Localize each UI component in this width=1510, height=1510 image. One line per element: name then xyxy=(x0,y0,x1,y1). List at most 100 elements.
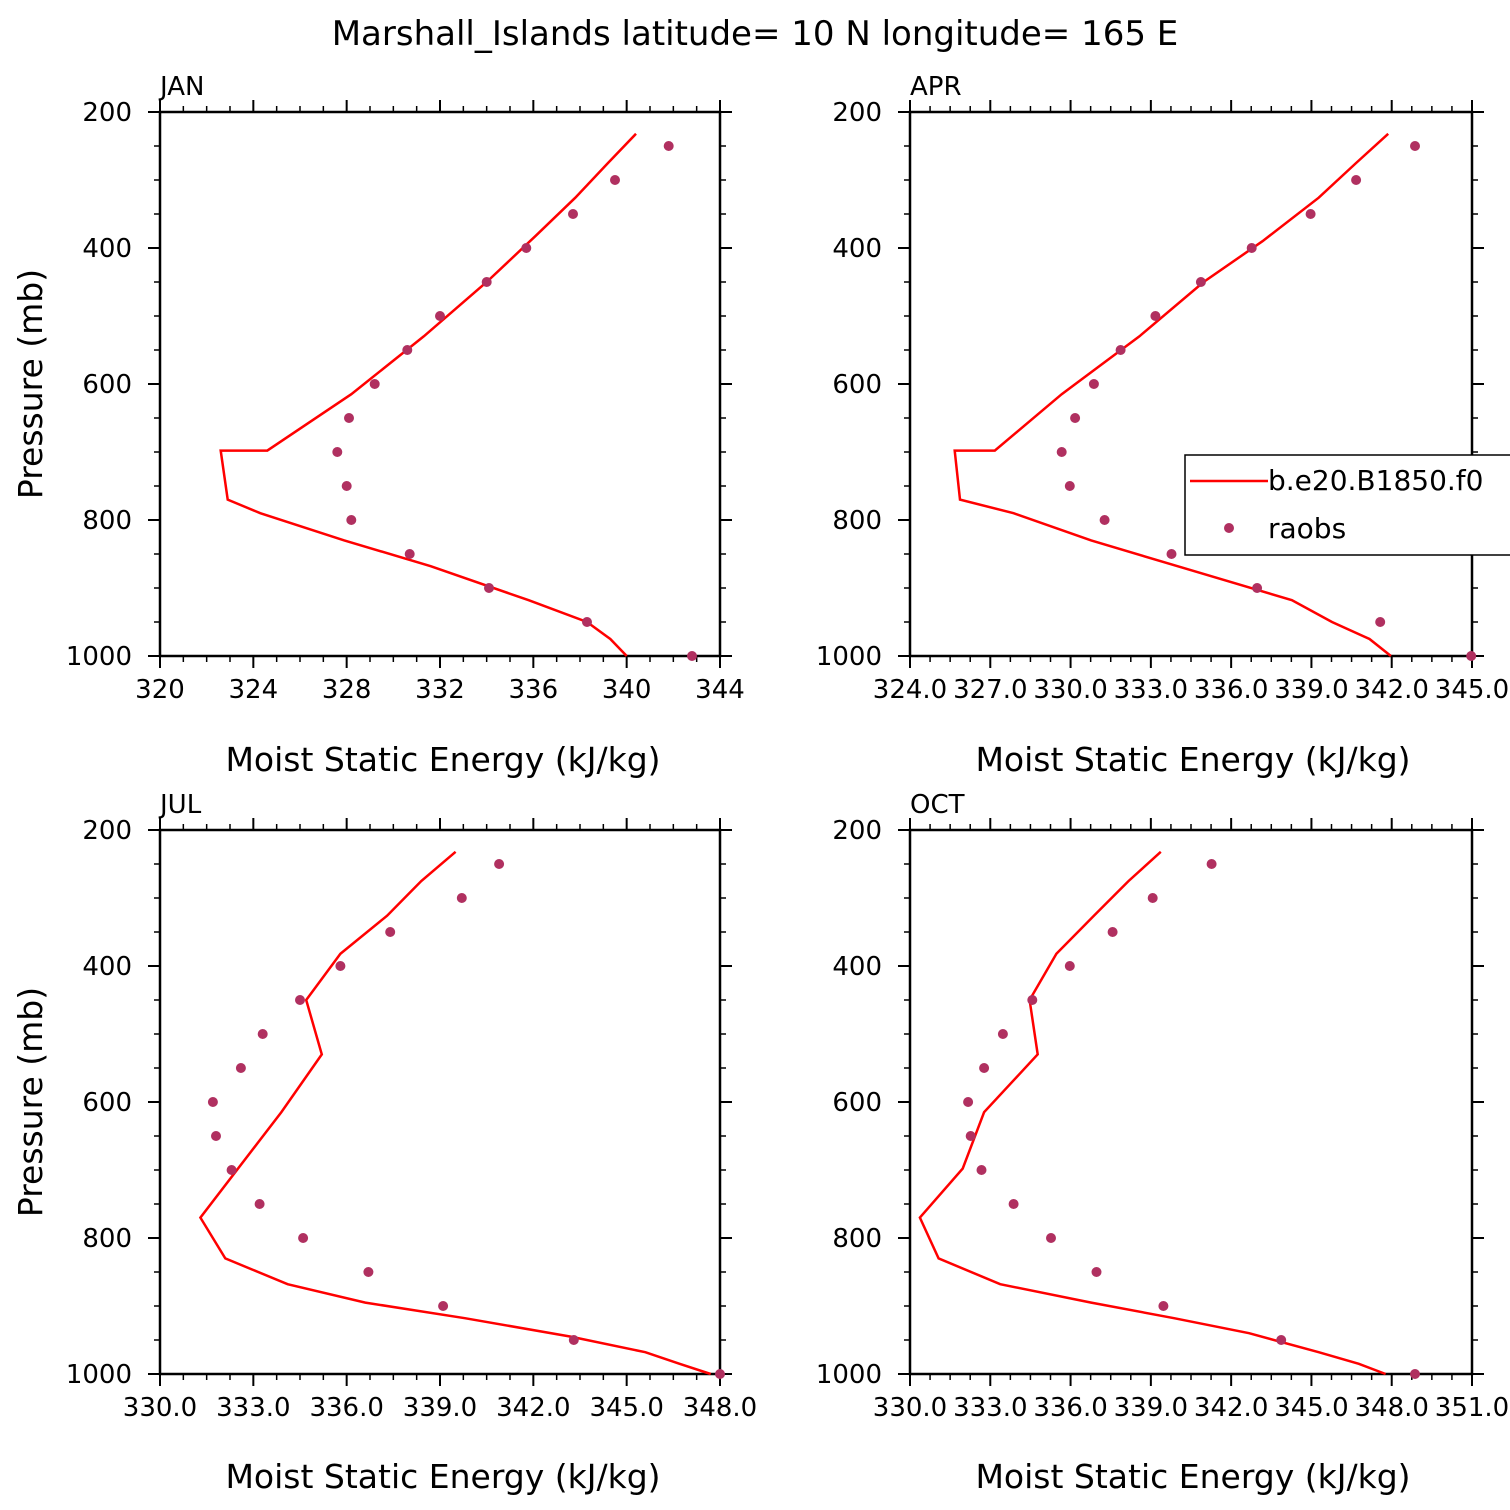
jul-obs-point xyxy=(254,1199,265,1209)
apr-obs-point xyxy=(1375,617,1386,627)
apr-obs-point xyxy=(1150,311,1161,321)
oct-y-tick-label: 1000 xyxy=(816,1360,882,1390)
panel-jan: 320 324 328 332 336 340 344 200 400 600 800 1000 JA… xyxy=(11,72,745,779)
jan-x-tick-label: 344 xyxy=(695,675,745,705)
jan-y-axis-label: Pressure (mb) xyxy=(11,269,50,499)
apr-obs-point xyxy=(1115,345,1126,355)
jul-y-tick-label: 800 xyxy=(82,1224,132,1254)
apr-obs-point xyxy=(1070,413,1081,423)
jan-plot-layer: 320 324 328 332 336 340 344 200 400 600 800 1000 xyxy=(66,98,745,705)
legend-obs-marker xyxy=(1224,523,1234,533)
oct-y-tick-label: 800 xyxy=(832,1224,882,1254)
apr-y-tick-label: 200 xyxy=(832,98,882,128)
jul-plot-layer: 330.0 333.0 336.0 339.0 342.0 345.0 348.0 200 40… xyxy=(66,816,757,1423)
apr-obs-point xyxy=(1166,549,1177,559)
oct-obs-point xyxy=(1107,927,1118,937)
oct-y-tick-label: 600 xyxy=(832,1088,882,1118)
jul-obs-point xyxy=(211,1131,221,1141)
legend: b.e20.B1850.f0 raobs xyxy=(1184,454,1510,556)
apr-y-tick-label: 1000 xyxy=(816,642,882,672)
jan-x-tick-label: 324 xyxy=(229,675,279,705)
jul-x-tick-label: 342.0 xyxy=(496,1393,570,1423)
apr-x-axis-label: Moist Static Energy (kJ/kg) xyxy=(975,740,1410,779)
jul-obs-point xyxy=(363,1267,374,1277)
jul-y-tick-label: 200 xyxy=(82,816,132,846)
jan-y-tick-label: 600 xyxy=(82,370,132,400)
apr-x-tick-label: 333.0 xyxy=(1114,675,1188,705)
jul-obs-point xyxy=(568,1335,579,1345)
jan-frame xyxy=(158,110,722,658)
oct-obs-point xyxy=(997,1029,1008,1039)
jul-obs-point xyxy=(335,961,346,971)
jul-frame xyxy=(158,828,722,1376)
jul-x-tick-label: 330.0 xyxy=(123,1393,197,1423)
jan-x-axis-label: Moist Static Energy (kJ/kg) xyxy=(225,740,660,779)
oct-x-tick-label: 336.0 xyxy=(1033,1393,1107,1423)
oct-x-axis-label: Moist Static Energy (kJ/kg) xyxy=(975,1457,1410,1496)
figure-title: Marshall_Islands latitude= 10 N longitud… xyxy=(332,14,1179,54)
oct-obs-point xyxy=(1008,1199,1019,1209)
jan-obs-point xyxy=(402,345,413,355)
jul-obs-point xyxy=(235,1063,246,1073)
legend-obs-label: raobs xyxy=(1268,512,1346,545)
oct-x-tick-label: 330.0 xyxy=(873,1393,947,1423)
jul-obs-point xyxy=(295,995,305,1005)
oct-obs-point xyxy=(1410,1369,1420,1379)
oct-obs-point xyxy=(1147,893,1158,903)
jul-obs-point xyxy=(494,859,505,869)
oct-x-tick-label: 333.0 xyxy=(953,1393,1027,1423)
jul-y-tick-label: 400 xyxy=(82,952,132,982)
apr-x-tick-label: 339.0 xyxy=(1274,675,1348,705)
jul-obs-point xyxy=(207,1097,218,1107)
jul-y-axis-label: Pressure (mb) xyxy=(11,987,50,1217)
apr-obs-point xyxy=(1088,379,1099,389)
oct-obs-point xyxy=(1091,1267,1102,1277)
jan-obs-point xyxy=(404,549,415,559)
jan-x-tick-label: 340 xyxy=(602,675,652,705)
jan-obs-point xyxy=(484,583,494,593)
legend-box xyxy=(1184,454,1510,556)
apr-obs-point xyxy=(1410,141,1420,151)
apr-obs-point xyxy=(1305,209,1316,219)
jul-y-tick-label: 600 xyxy=(82,1088,132,1118)
oct-x-tick-label: 342.0 xyxy=(1194,1393,1268,1423)
jan-obs-point xyxy=(521,243,532,253)
jan-x-tick-label: 332 xyxy=(415,675,465,705)
oct-panel-label: OCT xyxy=(910,790,965,820)
jan-obs-point xyxy=(344,413,354,423)
oct-model-line xyxy=(918,850,1387,1376)
jul-model-line xyxy=(198,850,712,1376)
jan-obs-point xyxy=(435,311,445,321)
oct-y-tick-label: 200 xyxy=(832,816,882,846)
panel-oct: 330.0 333.0 336.0 339.0 342.0 345.0 348.0 351.0… xyxy=(816,790,1509,1496)
legend-model-label: b.e20.B1850.f0 xyxy=(1268,464,1483,497)
jul-obs-point xyxy=(226,1165,237,1175)
apr-obs-point xyxy=(1246,243,1257,253)
jul-obs-point xyxy=(385,927,396,937)
oct-obs-point xyxy=(1276,1335,1287,1345)
jan-panel-label: JAN xyxy=(158,72,204,102)
apr-plot-layer: 324.0 327.0 330.0 333.0 336.0 339.0 342.0 345.0… xyxy=(816,98,1509,705)
jan-x-tick-label: 320 xyxy=(135,675,185,705)
oct-x-tick-label: 351.0 xyxy=(1435,1393,1509,1423)
jan-obs-point xyxy=(369,379,380,389)
jul-panel-label: JUL xyxy=(158,790,202,820)
jul-x-axis-label: Moist Static Energy (kJ/kg) xyxy=(225,1457,660,1496)
oct-x-tick-label: 339.0 xyxy=(1114,1393,1188,1423)
apr-x-tick-label: 345.0 xyxy=(1435,675,1509,705)
oct-x-tick-label: 345.0 xyxy=(1274,1393,1348,1423)
jan-obs-point xyxy=(332,447,343,457)
oct-obs-point xyxy=(979,1063,990,1073)
jul-x-tick-label: 333.0 xyxy=(216,1393,290,1423)
jul-x-tick-label: 345.0 xyxy=(589,1393,663,1423)
oct-obs-point xyxy=(1206,859,1217,869)
oct-x-tick-label: 348.0 xyxy=(1354,1393,1428,1423)
jan-obs-point xyxy=(687,651,697,661)
panel-apr: 324.0 327.0 330.0 333.0 336.0 339.0 342.0 345.0… xyxy=(816,72,1509,779)
apr-obs-point xyxy=(1195,277,1206,287)
apr-obs-point xyxy=(1099,515,1110,525)
jan-x-tick-label: 328 xyxy=(322,675,372,705)
apr-y-tick-label: 600 xyxy=(832,370,882,400)
oct-obs-point xyxy=(1027,995,1038,1005)
